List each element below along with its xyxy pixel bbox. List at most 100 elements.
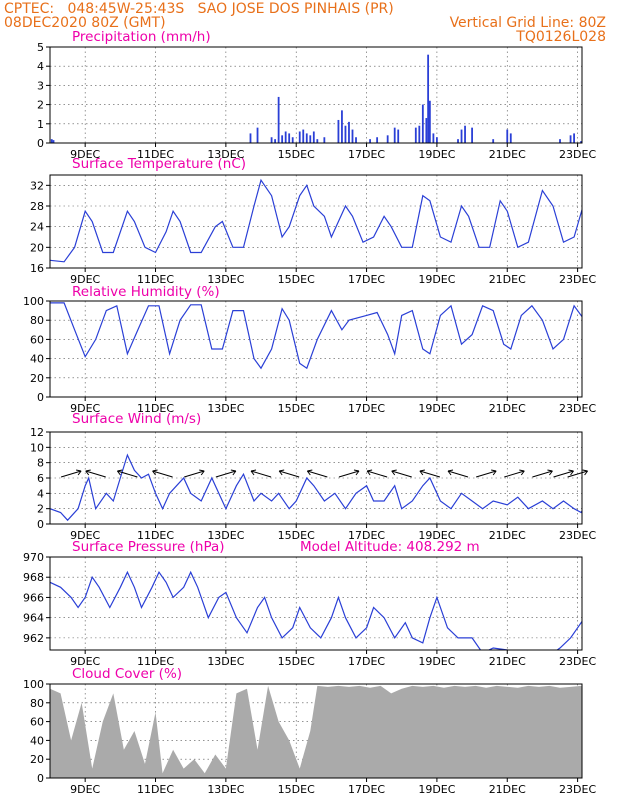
precip-bar bbox=[274, 139, 277, 143]
x-tick-label: 21DEC bbox=[489, 402, 526, 415]
x-tick-label: 23DEC bbox=[559, 402, 596, 415]
x-tick-label: 19DEC bbox=[418, 529, 455, 542]
x-tick-label: 19DEC bbox=[418, 273, 455, 286]
wind-arrow bbox=[338, 470, 360, 478]
wind-arrow bbox=[152, 470, 173, 478]
y-tick-label: 0 bbox=[37, 518, 44, 531]
y-tick-label: 966 bbox=[23, 591, 44, 604]
precip-bar bbox=[323, 137, 326, 143]
precip-bar bbox=[573, 133, 575, 143]
wind-arrow-head bbox=[199, 469, 205, 476]
x-tick-label: 17DEC bbox=[348, 655, 385, 668]
x-tick-label: 11DEC bbox=[137, 529, 174, 542]
y-tick-label: 8 bbox=[37, 457, 44, 470]
wind-arrow-head bbox=[353, 469, 360, 476]
wind-arrow-head bbox=[568, 469, 574, 476]
precip-bar bbox=[425, 118, 428, 143]
x-tick-label: 17DEC bbox=[348, 273, 385, 286]
pressure-line bbox=[50, 570, 582, 650]
wind-arrow-head bbox=[419, 469, 425, 476]
x-tick-label: 11DEC bbox=[137, 402, 174, 415]
wind-arrow bbox=[279, 470, 300, 478]
x-tick-label: 9DEC bbox=[70, 148, 100, 161]
wind-arrow-head bbox=[366, 469, 373, 476]
panel-humidity: 0 20 40 60 80 100 9DEC 11DEC 13DEC 15DEC 17DEC 19DE… bbox=[23, 284, 596, 415]
precip-bar bbox=[291, 137, 294, 143]
wind-arrow-head bbox=[306, 469, 313, 476]
header-station-line: CPTEC: 048:45W-25:43S SAO JOSE DOS PINHA… bbox=[4, 1, 394, 17]
x-tick-label: 11DEC bbox=[137, 655, 174, 668]
y-tick-label: 3 bbox=[37, 79, 44, 92]
y-tick-label: 80 bbox=[30, 697, 44, 710]
wind-arrow bbox=[447, 470, 469, 478]
plot-frame bbox=[49, 174, 583, 269]
y-tick-label: 2 bbox=[37, 99, 44, 112]
plot-frame bbox=[49, 46, 583, 144]
precip-bar bbox=[341, 110, 343, 143]
wind-arrow-head bbox=[116, 469, 123, 476]
x-tick-label: 13DEC bbox=[207, 148, 244, 161]
x-tick-label: 23DEC bbox=[559, 783, 596, 796]
y-tick-label: 40 bbox=[30, 353, 44, 366]
precip-bar bbox=[337, 119, 340, 143]
precip-bar bbox=[284, 131, 287, 143]
wind-arrow bbox=[366, 470, 388, 478]
temperature-line bbox=[50, 178, 582, 263]
x-tick-label: 21DEC bbox=[489, 148, 526, 161]
x-tick-label: 13DEC bbox=[207, 529, 244, 542]
x-tick-label: 15DEC bbox=[278, 655, 315, 668]
x-tick-label: 23DEC bbox=[559, 148, 596, 161]
y-tick-label: 964 bbox=[23, 612, 44, 625]
precip-bar bbox=[509, 133, 512, 143]
y-tick-label: 0 bbox=[37, 391, 44, 404]
x-tick-label: 23DEC bbox=[559, 655, 596, 668]
wind-arrow bbox=[553, 470, 574, 478]
wind-arrows bbox=[60, 469, 589, 478]
wind-arrow-head bbox=[519, 469, 525, 476]
x-tick-label: 9DEC bbox=[70, 273, 100, 286]
y-tick-label: 20 bbox=[30, 372, 44, 385]
precip-bar bbox=[471, 127, 473, 143]
y-tick-label: 5 bbox=[37, 41, 44, 54]
wind-arrow bbox=[567, 470, 588, 478]
precip-bar bbox=[436, 137, 438, 143]
precip-bar bbox=[414, 127, 417, 143]
precip-bar bbox=[369, 139, 371, 143]
precip-bar bbox=[432, 133, 435, 143]
precip-bar bbox=[348, 121, 350, 143]
wind-arrow bbox=[215, 470, 237, 478]
precip-bar bbox=[506, 129, 509, 143]
header-date-line: 08DEC2020 80Z (GMT) bbox=[4, 15, 166, 31]
precip-bar bbox=[464, 125, 466, 143]
y-tick-label: 60 bbox=[30, 333, 44, 346]
x-tick-label: 21DEC bbox=[489, 273, 526, 286]
x-tick-label: 15DEC bbox=[278, 273, 315, 286]
y-tick-label: 4 bbox=[37, 60, 44, 73]
header-model-id: TQ0126L028 bbox=[516, 29, 606, 45]
x-tick-label: 19DEC bbox=[418, 148, 455, 161]
y-tick-label: 28 bbox=[30, 200, 44, 213]
x-tick-label: 19DEC bbox=[418, 655, 455, 668]
x-tick-label: 17DEC bbox=[348, 402, 385, 415]
y-tick-label: 60 bbox=[30, 716, 44, 729]
precip-bar bbox=[277, 96, 280, 143]
x-tick-label: 19DEC bbox=[418, 783, 455, 796]
wind-arrow bbox=[307, 470, 328, 478]
plot-frame bbox=[49, 683, 583, 779]
precip-bar bbox=[256, 127, 259, 143]
wind-arrow-head bbox=[250, 469, 257, 476]
y-tick-label: 24 bbox=[30, 221, 44, 234]
y-tick-label: 20 bbox=[30, 753, 44, 766]
precip-bar bbox=[312, 131, 315, 143]
y-tick-label: 80 bbox=[30, 314, 44, 327]
wind-arrow-head bbox=[491, 469, 497, 476]
wind-arrow bbox=[419, 470, 441, 478]
y-tick-label: 32 bbox=[30, 179, 44, 192]
y-tick-label: 20 bbox=[30, 241, 44, 254]
panel-cloud-cover: 0 20 40 60 80 100 9DEC 11DEC 13DEC 15DEC 17DEC 19DE… bbox=[23, 666, 596, 796]
precip-bar bbox=[288, 133, 291, 143]
x-tick-label: 9DEC bbox=[70, 402, 100, 415]
wind-arrow bbox=[184, 470, 205, 478]
y-tick-label: 10 bbox=[30, 441, 44, 454]
plot-frame bbox=[49, 300, 583, 398]
